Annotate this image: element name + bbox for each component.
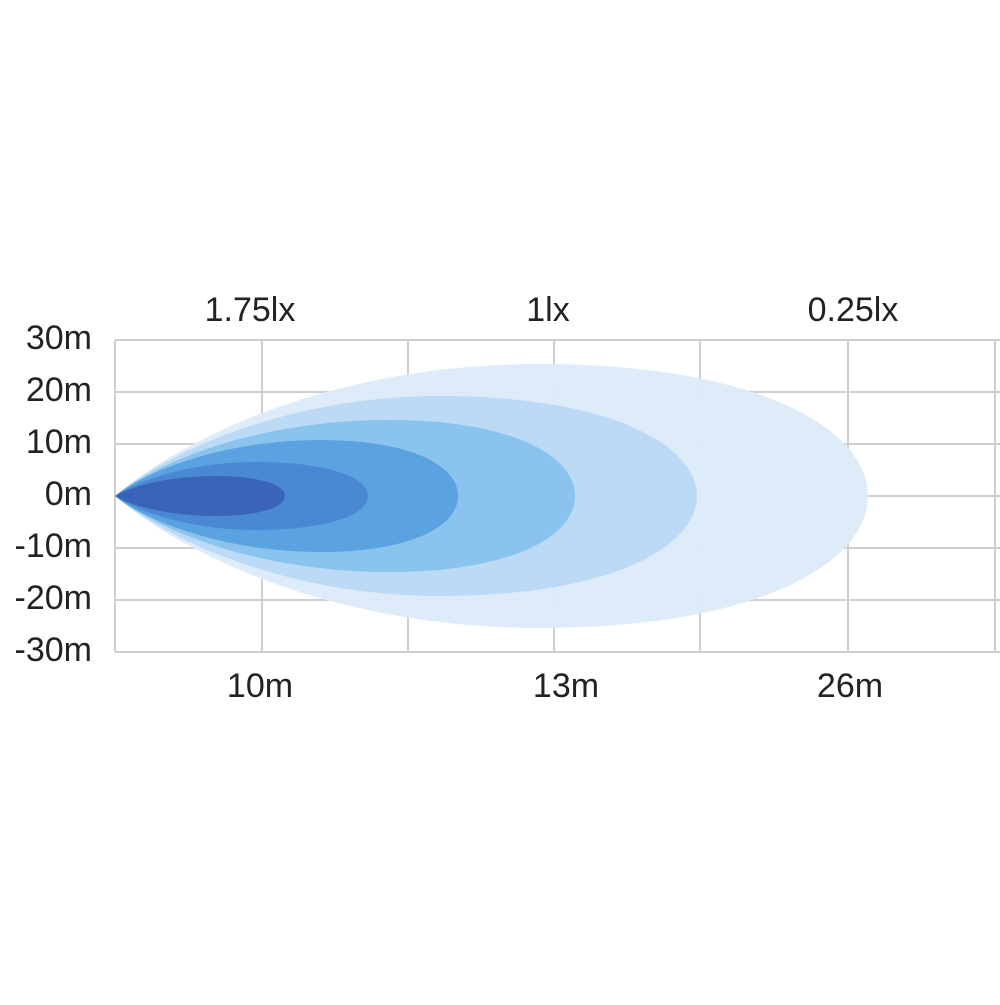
distance-label: 13m: [533, 667, 599, 705]
distance-label: 26m: [817, 667, 883, 705]
distance-label: 10m: [227, 667, 293, 705]
beam: [115, 364, 868, 628]
y-label: -10m: [15, 527, 92, 565]
y-label: 20m: [26, 371, 92, 409]
y-label: -30m: [15, 631, 92, 669]
lux-label: 1lx: [526, 291, 569, 329]
beam-zone: [115, 476, 285, 516]
lux-label: 1.75lx: [205, 291, 296, 329]
y-label: 0m: [45, 475, 92, 513]
y-label: 10m: [26, 423, 92, 461]
y-label: -20m: [15, 579, 92, 617]
bottom-labels: 10m 13m 26m: [227, 667, 883, 705]
y-label: 30m: [26, 319, 92, 357]
y-labels: 30m 20m 10m 0m -10m -20m -30m: [15, 319, 92, 669]
lux-label: 0.25lx: [808, 291, 899, 329]
top-labels: 1.75lx 1lx 0.25lx: [205, 291, 899, 329]
